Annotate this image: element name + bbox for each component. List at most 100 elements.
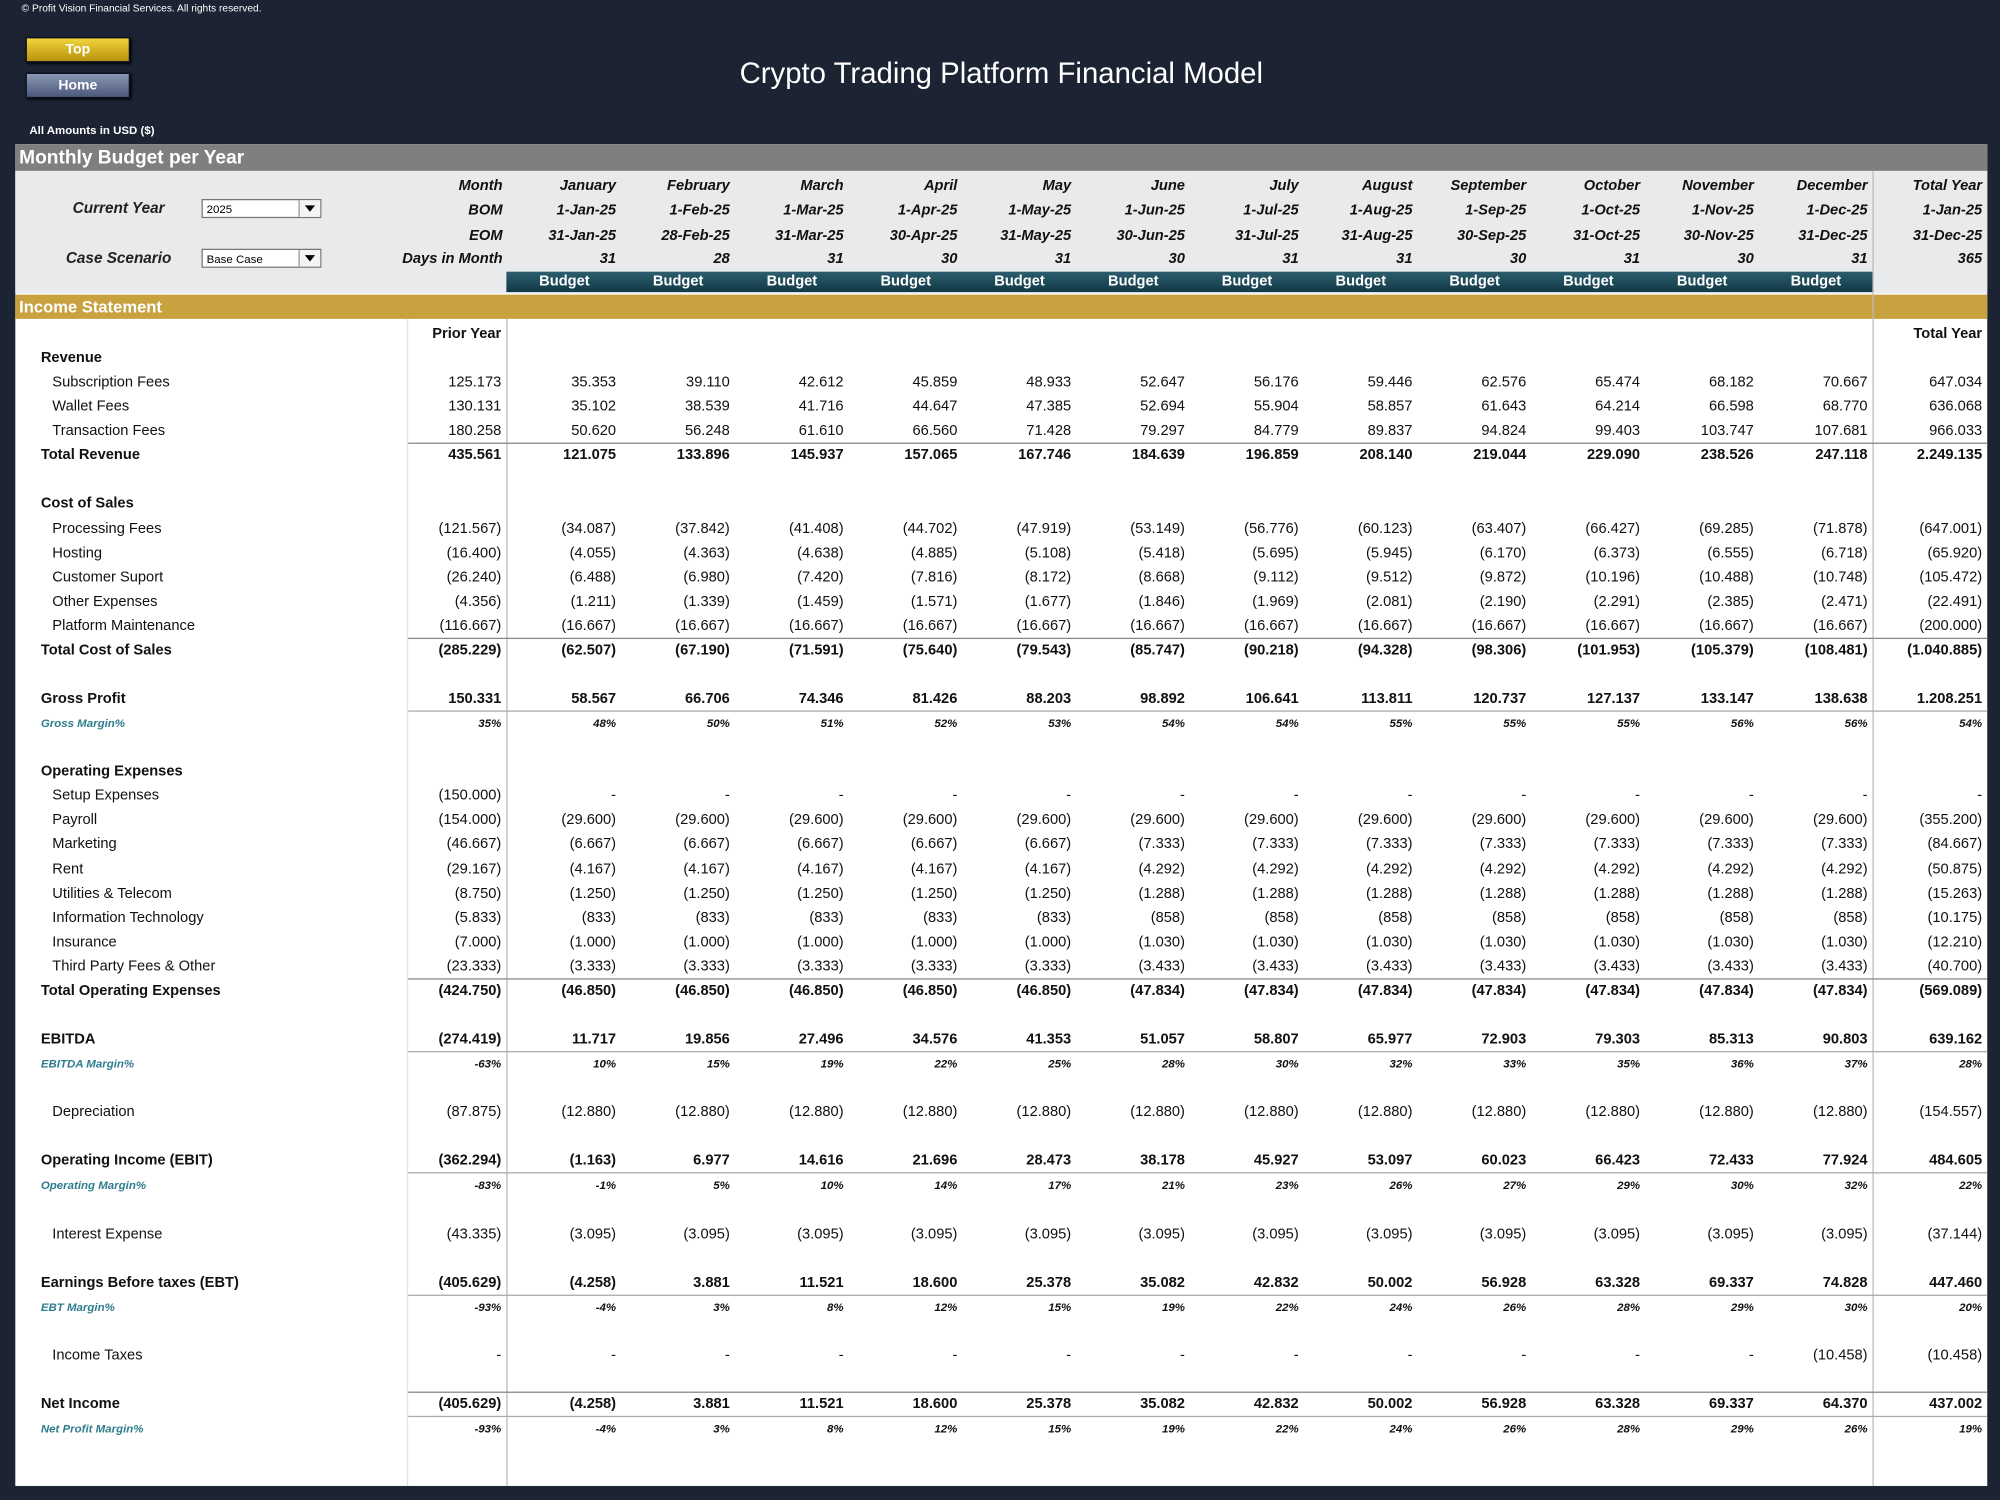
value-cell: (12.880)	[1812, 1104, 1868, 1121]
value-cell: (62.507)	[561, 642, 617, 659]
value-cell: (29.600)	[561, 812, 617, 829]
value-cell: (1.288)	[1821, 885, 1868, 902]
value-cell: (105.379)	[1691, 642, 1754, 659]
value-cell: (16.667)	[1471, 618, 1527, 634]
header-cell: 1-Nov-25	[1691, 202, 1754, 219]
row-label: Wallet Fees	[52, 399, 130, 415]
value-cell: (16.667)	[561, 618, 617, 634]
dropdown[interactable]: 2025	[201, 198, 322, 219]
value-cell: 66.560	[912, 423, 958, 440]
value-cell: (67.190)	[675, 642, 730, 659]
rule	[408, 710, 1988, 712]
value-cell: (3.095)	[1821, 1226, 1868, 1242]
value-cell: (1.030)	[1821, 934, 1868, 950]
rule	[408, 1294, 1988, 1296]
value-cell: (3.333)	[910, 958, 958, 975]
row-label: Gross Margin%	[40, 716, 126, 730]
dropdown-arrow[interactable]	[298, 249, 321, 267]
value-cell: (47.834)	[1244, 983, 1299, 999]
value-cell: (1.571)	[910, 594, 958, 610]
value-cell: 208.140	[1359, 448, 1413, 464]
value-cell: (1.288)	[1252, 885, 1299, 902]
dropdown[interactable]: Base Case	[201, 248, 322, 268]
value-cell: 66.423	[1595, 1153, 1641, 1169]
value-cell: (1.846)	[1138, 594, 1185, 610]
value-cell: 74.828	[1822, 1275, 1868, 1291]
row-label: Depreciation	[52, 1104, 135, 1121]
value-cell: (90.218)	[1244, 642, 1299, 659]
value-cell: 29%	[1730, 1300, 1754, 1314]
value-cell: 21.696	[912, 1153, 958, 1169]
value-cell: 35.353	[571, 375, 617, 391]
rule	[408, 1051, 1988, 1053]
value-cell: 22%	[1959, 1179, 1983, 1192]
value-cell: -	[1293, 1348, 1299, 1364]
value-cell: (7.333)	[1479, 837, 1527, 853]
value-cell: (47.834)	[1585, 983, 1641, 999]
value-cell: 26%	[1503, 1300, 1527, 1314]
value-cell: (12.210)	[1927, 934, 1983, 950]
value-cell: 1.208.251	[1916, 691, 1983, 707]
value-cell: (6.170)	[1479, 545, 1527, 561]
value-cell: 145.937	[790, 448, 844, 464]
value-cell: (26.240)	[446, 569, 502, 586]
header-cell: 1-Jan-25	[556, 202, 617, 219]
value-cell: 56%	[1844, 716, 1868, 730]
value-cell: -	[1521, 1348, 1527, 1364]
value-cell: (8.668)	[1138, 569, 1185, 586]
value-cell: 35.102	[571, 399, 617, 415]
value-cell: (200.000)	[1919, 618, 1983, 634]
top-button[interactable]: Top	[25, 36, 131, 63]
value-cell: 106.641	[1245, 691, 1299, 707]
value-cell: 60.023	[1481, 1153, 1527, 1169]
value-cell: 27.496	[798, 1031, 844, 1048]
value-cell: (7.333)	[1593, 837, 1641, 853]
value-cell: 74.346	[798, 691, 844, 707]
dropdown-arrow[interactable]	[298, 200, 321, 217]
value-cell: 157.065	[904, 448, 958, 464]
value-cell: 15%	[1048, 1300, 1072, 1314]
value-cell: -	[611, 788, 617, 804]
value-cell: (10.458)	[1812, 1348, 1868, 1364]
divider	[406, 318, 409, 1486]
value-cell: (121.567)	[438, 521, 502, 537]
value-cell: 50.002	[1367, 1396, 1413, 1413]
value-cell: 25.378	[1026, 1396, 1072, 1413]
value-cell: 125.173	[448, 375, 502, 391]
value-cell: (12.880)	[561, 1104, 617, 1121]
value-cell: (29.600)	[1357, 812, 1413, 829]
value-cell: (2.385)	[1707, 594, 1754, 610]
value-cell: (47.834)	[1130, 983, 1185, 999]
value-cell: (3.433)	[1707, 958, 1754, 975]
value-cell: 98.892	[1140, 691, 1185, 707]
value-cell: (8.172)	[1024, 569, 1072, 586]
value-cell: (2.190)	[1479, 594, 1527, 610]
value-cell: -	[1748, 1348, 1754, 1364]
value-cell: (47.834)	[1812, 983, 1868, 999]
value-cell: 11.521	[799, 1275, 844, 1291]
value-cell: (46.850)	[561, 983, 617, 999]
value-cell: (6.373)	[1593, 545, 1641, 561]
value-cell: (41.408)	[788, 521, 844, 537]
value-cell: (105.472)	[1919, 569, 1983, 586]
value-cell: 70.667	[1822, 375, 1868, 391]
value-cell: 47.385	[1026, 399, 1072, 415]
value-cell: 54%	[1275, 716, 1299, 730]
value-cell: (3.433)	[1138, 958, 1185, 975]
value-cell: (7.000)	[454, 934, 502, 950]
value-cell: (7.333)	[1366, 837, 1413, 853]
header-row-label: Days in Month	[402, 251, 503, 267]
value-cell: 35.082	[1140, 1275, 1185, 1291]
value-cell: (1.459)	[797, 594, 844, 610]
value-cell: (1.211)	[570, 594, 617, 610]
value-cell: (3.095)	[683, 1226, 730, 1242]
control-label: Case Scenario	[65, 248, 172, 267]
home-button[interactable]: Home	[25, 72, 131, 99]
value-cell: (79.543)	[1016, 642, 1072, 659]
header-cell: 30	[1737, 251, 1754, 267]
value-cell: 37%	[1844, 1057, 1868, 1071]
header-cell: 30	[1168, 251, 1185, 267]
value-cell: 8%	[827, 1422, 844, 1436]
value-cell: (46.667)	[446, 837, 502, 853]
